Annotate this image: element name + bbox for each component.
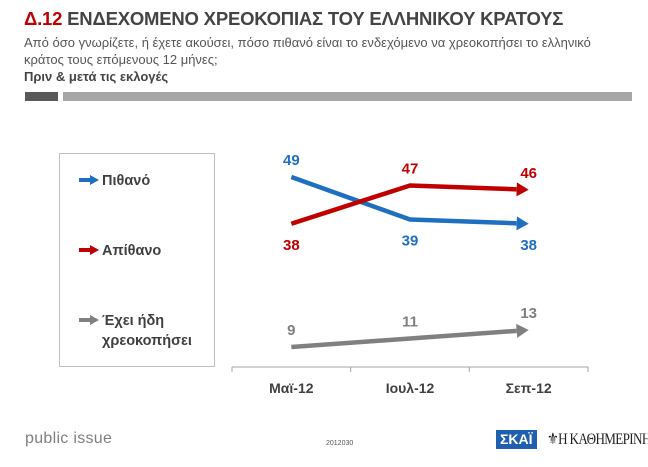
question-text: Από όσο γνωρίζετε, ή έχετε ακούσει, πόσο… (24, 35, 591, 67)
series-arrowhead (516, 216, 529, 231)
subtitle: Πριν & μετά τις εκλογές (24, 69, 169, 84)
title-number: Δ.12 (24, 8, 63, 29)
series-group (290, 174, 529, 350)
data-label: 49 (283, 152, 300, 169)
legend-label: Πιθανό (102, 173, 151, 189)
data-label: 13 (520, 305, 537, 322)
arrow-right-icon (79, 315, 99, 325)
arrow-right-icon (79, 175, 99, 185)
data-label: 38 (520, 237, 537, 254)
x-axis: Μαϊ-12 Ιουλ-12 Σεπ-12 (231, 366, 589, 396)
public-issue-logo: public issue (25, 430, 113, 447)
legend-item-already-bankrupt: Έχει ήδη χρεοκοπήσει (78, 311, 208, 351)
x-tick-label: Μαϊ-12 (269, 380, 314, 396)
data-label: 9 (287, 322, 295, 339)
data-label: 11 (402, 314, 418, 331)
data-label: 38 (283, 237, 300, 254)
legend-item-unlikely: Απίθανο (78, 241, 161, 261)
series-line (290, 174, 517, 226)
data-label: 46 (520, 165, 537, 182)
page-title: Δ.12 ΕΝΔΕΧΟΜΕΝΟ ΧΡΕΟΚΟΠΙΑΣ ΤΟΥ ΕΛΛΗΝΙΚΟΥ… (24, 8, 563, 30)
legend-label: Απίθανο (102, 243, 162, 259)
x-tick-label: Σεπ-12 (506, 380, 552, 396)
series-arrowhead (516, 323, 529, 338)
series-arrowhead (516, 182, 529, 197)
legend-label: Έχει ήδη χρεοκοπήσει (102, 313, 192, 349)
report-code: 2012030 (326, 440, 354, 447)
header-bar-dark (25, 92, 58, 101)
title-text: ΕΝΔΕΧΟΜΕΝΟ ΧΡΕΟΚΟΠΙΑΣ ΤΟΥ ΕΛΛΗΝΙΚΟΥ ΚΡΑΤ… (67, 8, 564, 29)
kathimerini-text: Η ΚΑΘΗΜΕΡΙΝΗ (558, 431, 648, 448)
series-line (291, 328, 517, 350)
skai-logo: ΣΚΑΪ (496, 430, 537, 449)
kathimerini-logo: ⚜Η ΚΑΘΗΜΕΡΙΝΗ (547, 430, 648, 449)
legend-item-likely: Πιθανό (78, 171, 150, 191)
data-label: 39 (402, 233, 419, 250)
x-tick-label: Ιουλ-12 (386, 380, 435, 396)
data-labels: 49 39 38 38 47 46 9 11 13 (283, 152, 537, 339)
data-label: 47 (402, 161, 419, 178)
header-bar-light (63, 92, 632, 101)
series-line (290, 183, 517, 226)
arrow-right-icon (79, 245, 99, 255)
legend-box (59, 153, 215, 367)
